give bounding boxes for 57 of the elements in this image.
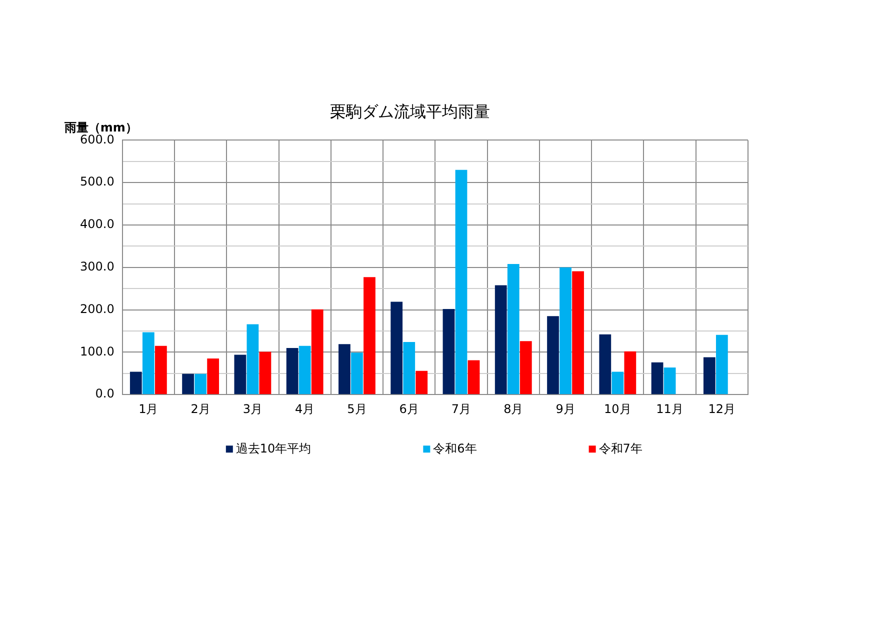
x-tick-label: 2月 bbox=[190, 402, 210, 416]
y-tick-label: 300.0 bbox=[80, 260, 114, 274]
x-tick-label: 8月 bbox=[504, 402, 524, 416]
legend-label: 令和6年 bbox=[433, 442, 477, 456]
x-tick-label: 11月 bbox=[656, 402, 684, 416]
chart-title: 栗駒ダム流域平均雨量 bbox=[330, 102, 490, 121]
bar bbox=[298, 346, 311, 394]
bar bbox=[154, 346, 167, 394]
bar bbox=[246, 324, 259, 394]
x-tick-label: 7月 bbox=[451, 402, 472, 416]
bar bbox=[338, 344, 350, 394]
bar bbox=[234, 354, 246, 394]
x-tick-label: 6月 bbox=[399, 402, 419, 416]
bar bbox=[520, 341, 532, 394]
bar bbox=[560, 267, 572, 394]
bar bbox=[207, 358, 220, 394]
bar bbox=[194, 374, 207, 394]
bar bbox=[311, 309, 324, 394]
x-tick-label: 3月 bbox=[242, 402, 263, 416]
bar bbox=[624, 351, 636, 394]
x-tick-label: 1月 bbox=[138, 402, 158, 416]
bar bbox=[442, 308, 455, 394]
x-tick-label: 12月 bbox=[708, 402, 736, 416]
legend-label: 令和7年 bbox=[598, 442, 642, 456]
bar bbox=[572, 271, 584, 394]
bar bbox=[716, 334, 728, 394]
y-tick-label: 400.0 bbox=[80, 217, 114, 232]
bar bbox=[259, 352, 272, 394]
bar bbox=[182, 374, 194, 394]
y-tick-label: 0.0 bbox=[95, 386, 114, 401]
bar bbox=[507, 264, 520, 394]
bar bbox=[142, 332, 154, 394]
bar bbox=[416, 370, 428, 394]
x-tick-label: 10月 bbox=[604, 402, 632, 416]
legend-label: 過去10年平均 bbox=[236, 442, 312, 456]
bar bbox=[703, 357, 716, 394]
bar bbox=[468, 360, 480, 394]
y-tick-label: 200.0 bbox=[80, 302, 114, 316]
bar bbox=[364, 277, 376, 394]
bar bbox=[494, 285, 507, 394]
bar bbox=[599, 334, 612, 394]
bar bbox=[403, 342, 416, 394]
bar bbox=[664, 367, 676, 394]
bar bbox=[455, 170, 468, 394]
bar bbox=[612, 372, 624, 394]
x-tick-label: 4月 bbox=[295, 402, 315, 416]
bar bbox=[547, 316, 559, 394]
bar bbox=[651, 362, 664, 394]
x-tick-label: 9月 bbox=[556, 402, 576, 416]
bar bbox=[351, 352, 363, 394]
bar bbox=[390, 302, 403, 394]
y-tick-label: 100.0 bbox=[80, 344, 114, 358]
bar bbox=[130, 372, 142, 394]
y-tick-label: 500.0 bbox=[80, 174, 114, 189]
y-axis-title: 雨量（mm） bbox=[63, 120, 138, 134]
x-tick-label: 5月 bbox=[347, 402, 367, 416]
bar bbox=[286, 348, 298, 394]
